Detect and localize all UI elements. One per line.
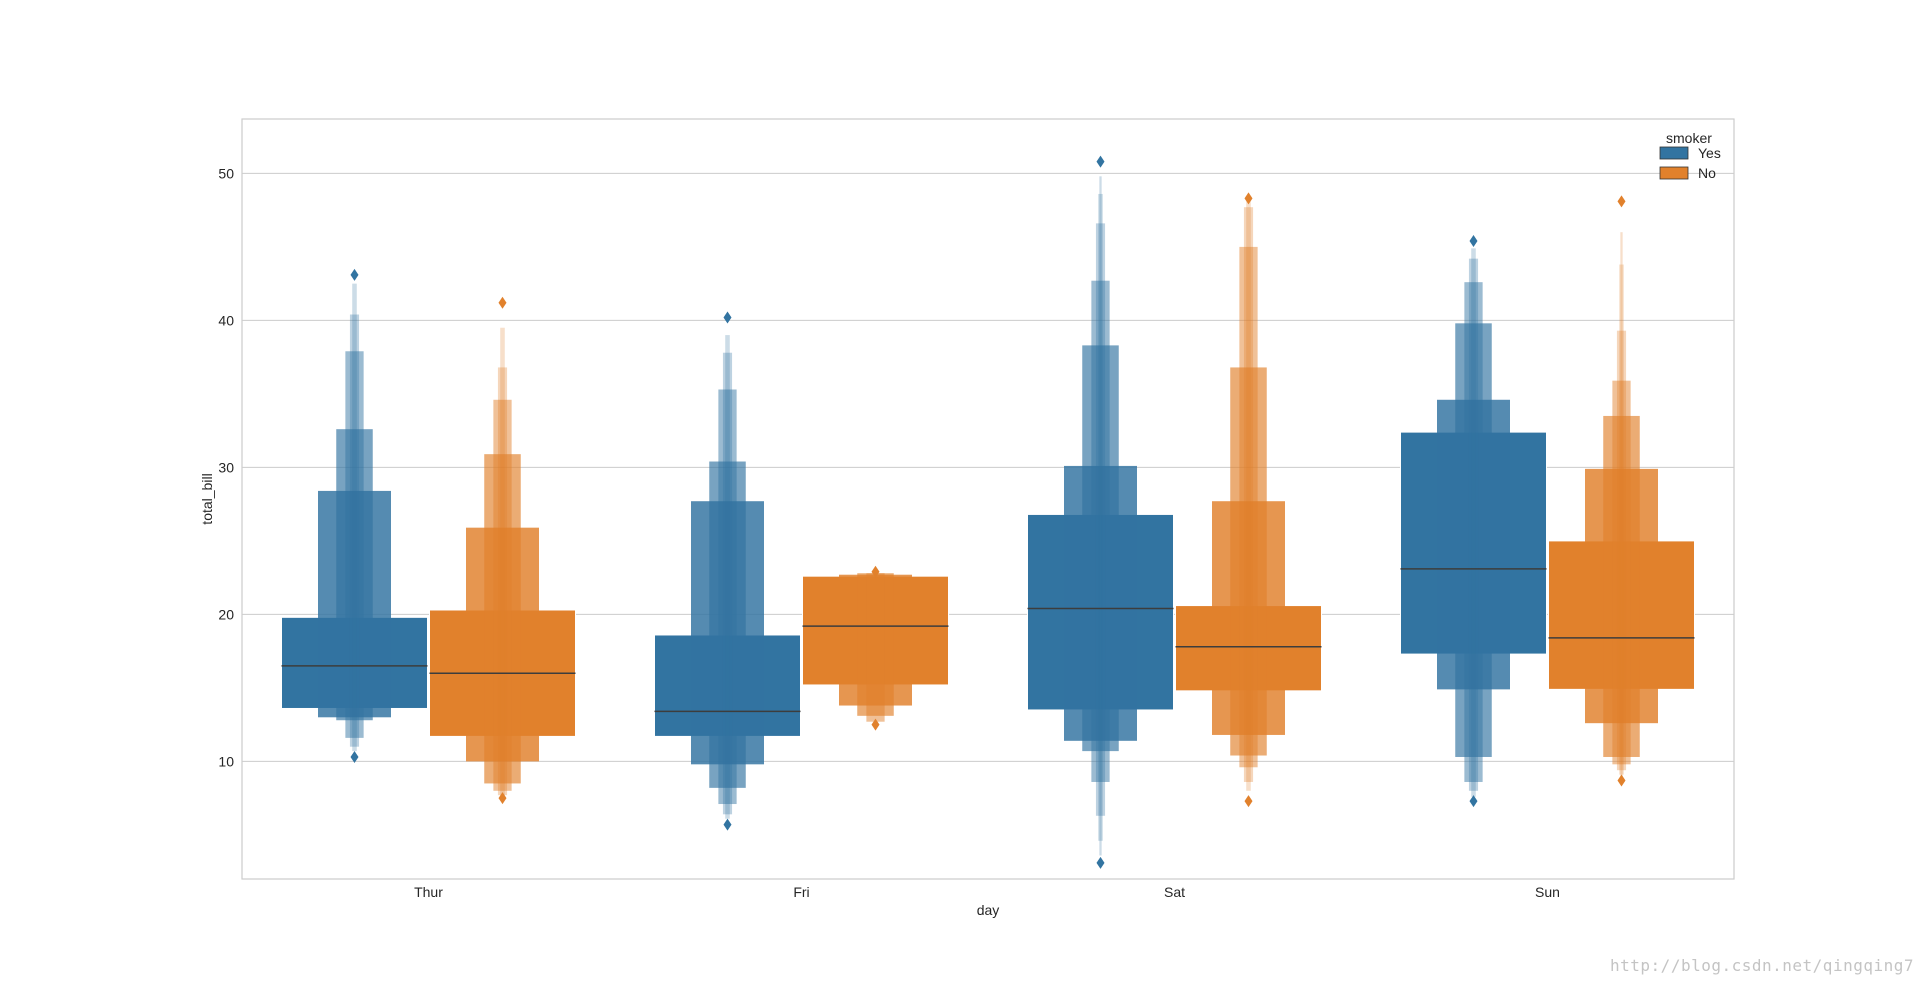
outlier-point bbox=[871, 565, 880, 578]
letter-value-box bbox=[1619, 264, 1624, 775]
boxen-group bbox=[654, 311, 801, 831]
outlier-point bbox=[871, 718, 880, 731]
boxen-group bbox=[1027, 155, 1174, 869]
boxen-groups bbox=[281, 155, 1695, 869]
letter-value-box bbox=[497, 367, 508, 796]
legend: smoker Yes No bbox=[1659, 130, 1721, 181]
letter-value-box bbox=[1082, 345, 1119, 752]
y-tick-label: 40 bbox=[218, 312, 234, 328]
outlier-point bbox=[1617, 195, 1626, 208]
x-tick-label: Thur bbox=[414, 884, 443, 900]
outlier-point bbox=[498, 296, 507, 309]
letter-value-box bbox=[1099, 176, 1102, 856]
boxen-group bbox=[1548, 195, 1695, 787]
letter-value-box bbox=[1464, 282, 1483, 782]
y-axis-label: total_bill bbox=[199, 473, 215, 524]
boxen-group bbox=[1400, 235, 1547, 808]
outlier-point bbox=[723, 818, 732, 831]
x-tick-labels: Thur Fri Sat Sun bbox=[414, 884, 1560, 900]
boxen-group bbox=[1175, 192, 1322, 808]
letter-value-box bbox=[1616, 330, 1627, 771]
letter-value-box bbox=[1468, 258, 1479, 791]
letter-value-box bbox=[1098, 193, 1103, 841]
letter-value-box bbox=[345, 351, 364, 738]
y-tick-label: 30 bbox=[218, 459, 234, 475]
outlier-point bbox=[350, 268, 359, 281]
outlier-point bbox=[350, 750, 359, 763]
letter-value-box bbox=[1230, 367, 1267, 756]
watermark-url: http://blog.csdn.net/qingqing7 bbox=[1610, 956, 1914, 975]
x-tick-label: Fri bbox=[793, 884, 809, 900]
x-tick-label: Sun bbox=[1535, 884, 1560, 900]
letter-value-box bbox=[1612, 380, 1631, 765]
letter-value-box bbox=[1455, 323, 1492, 757]
letter-value-box bbox=[1095, 223, 1106, 816]
letter-value-box bbox=[1091, 280, 1110, 782]
y-tick-label: 50 bbox=[218, 165, 234, 181]
letter-value-box bbox=[718, 389, 737, 805]
outlier-point bbox=[1244, 795, 1253, 808]
legend-label: Yes bbox=[1698, 145, 1721, 161]
letter-value-box bbox=[709, 461, 746, 788]
outlier-point bbox=[1469, 235, 1478, 248]
letter-value-box bbox=[1471, 248, 1476, 797]
letter-value-box bbox=[352, 283, 357, 752]
legend-swatch bbox=[1659, 146, 1689, 160]
letter-value-box bbox=[1620, 232, 1623, 778]
outlier-point bbox=[723, 311, 732, 324]
letter-value-box bbox=[349, 314, 360, 747]
letter-value-box bbox=[500, 327, 505, 797]
letter-value-box bbox=[1243, 207, 1254, 782]
legend-swatch bbox=[1659, 166, 1689, 180]
outlier-point bbox=[498, 792, 507, 805]
letter-value-box bbox=[484, 454, 521, 784]
letter-value-box bbox=[1246, 201, 1251, 791]
outlier-point bbox=[1096, 856, 1105, 869]
outlier-point bbox=[1096, 155, 1105, 168]
y-tick-labels: 10 20 30 40 50 bbox=[218, 165, 234, 769]
boxen-group bbox=[281, 268, 428, 763]
letter-value-box bbox=[1603, 415, 1640, 757]
y-tick-label: 20 bbox=[218, 606, 234, 622]
outlier-point bbox=[1617, 774, 1626, 787]
letter-value-box bbox=[857, 573, 894, 716]
boxen-group bbox=[429, 296, 576, 805]
boxen-group bbox=[802, 565, 949, 731]
letter-value-box bbox=[336, 429, 373, 721]
legend-title: smoker bbox=[1666, 130, 1712, 146]
letter-value-box bbox=[1239, 246, 1258, 768]
letter-value-box bbox=[722, 352, 733, 815]
letter-value-box bbox=[493, 399, 512, 791]
outlier-point bbox=[1244, 192, 1253, 205]
y-tick-label: 10 bbox=[218, 753, 234, 769]
x-axis-label: day bbox=[977, 902, 1000, 918]
legend-label: No bbox=[1698, 165, 1716, 181]
letter-value-box bbox=[866, 573, 885, 722]
letter-value-box bbox=[725, 335, 730, 819]
x-tick-label: Sat bbox=[1164, 884, 1185, 900]
outlier-point bbox=[1469, 795, 1478, 808]
